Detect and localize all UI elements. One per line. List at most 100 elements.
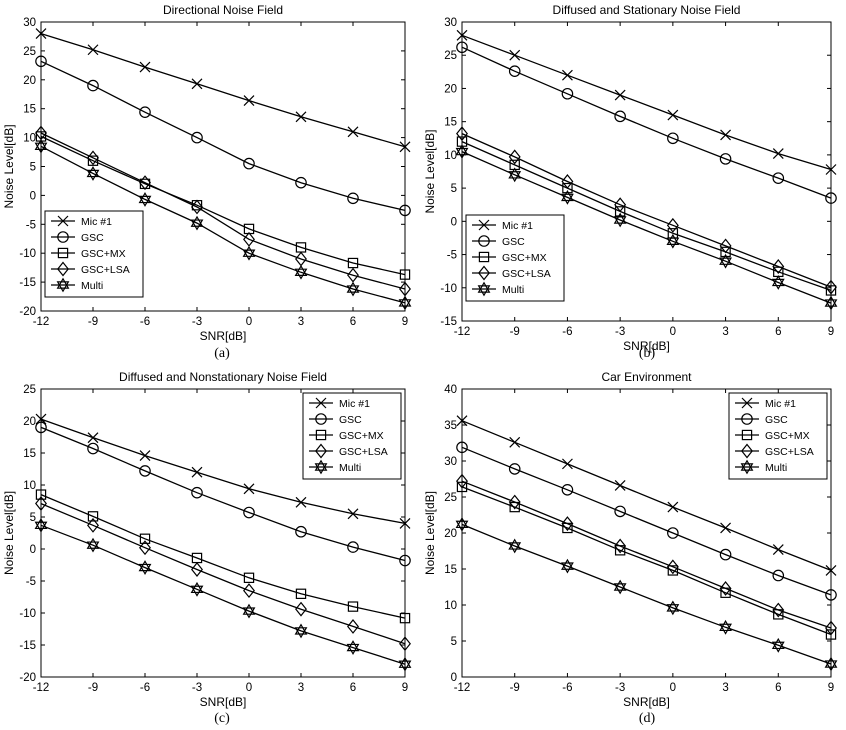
y-tick-label: 40 <box>444 384 457 396</box>
data-point-circle <box>139 465 151 477</box>
y-tick-label: 15 <box>23 104 36 116</box>
y-tick-label: 20 <box>444 83 457 95</box>
data-point-square <box>243 572 255 584</box>
data-point-diamond <box>772 602 785 618</box>
y-tick-label: -20 <box>19 672 36 684</box>
data-point-hexagram <box>613 212 627 228</box>
data-point-x <box>562 458 573 470</box>
series-line <box>40 503 406 645</box>
x-tick-label: 9 <box>402 316 408 328</box>
x-tick-label: -3 <box>192 316 202 328</box>
data-point-circle <box>456 41 468 54</box>
data-point-hexagram <box>508 538 522 554</box>
legend-entry-label: GSC+LSA <box>81 264 130 276</box>
data-point-hexagram <box>242 245 256 261</box>
series-line <box>461 420 832 572</box>
series-line <box>40 60 406 212</box>
data-point-x <box>667 109 679 121</box>
legend: Mic #1 GSC GSC+MX GSC+LSA Multi <box>728 392 828 480</box>
legend-marker-hexagram <box>56 277 70 293</box>
data-point-x <box>347 126 359 138</box>
data-point-square <box>825 285 837 296</box>
x-tick-label: 0 <box>246 316 252 328</box>
series-line <box>461 34 832 171</box>
data-point-square <box>35 489 47 500</box>
x-tick-label: 3 <box>722 326 728 338</box>
data-point-circle <box>243 157 255 170</box>
data-point-circle <box>87 79 99 92</box>
x-tick-label: -9 <box>88 316 98 328</box>
data-point-x <box>399 141 411 153</box>
data-point-hexagram <box>86 166 100 181</box>
legend-entry-label: GSC+MX <box>765 430 810 442</box>
data-point-circle <box>139 106 151 118</box>
data-point-circle <box>456 441 468 454</box>
data-point-square <box>399 612 411 624</box>
data-point-x <box>720 522 731 534</box>
legend-marker-square <box>741 429 753 441</box>
data-point-x <box>614 480 626 491</box>
legend-entry-label: Multi <box>339 462 361 474</box>
data-point-diamond <box>87 517 99 533</box>
x-tick-label: -6 <box>140 682 150 694</box>
x-tick-label: 9 <box>828 326 834 338</box>
series-line <box>40 426 406 562</box>
data-point-hexagram <box>294 264 308 280</box>
chart-title: Diffused and Nonstationary Noise Field <box>119 370 327 384</box>
data-point-circle <box>508 65 521 77</box>
data-point-diamond <box>295 601 307 617</box>
y-tick-label: 20 <box>444 528 457 540</box>
x-tick-label: -3 <box>192 682 202 694</box>
legend-marker-x <box>57 215 69 227</box>
legend-box <box>302 392 402 480</box>
series-diamond <box>456 126 837 295</box>
series-line <box>461 523 832 665</box>
series-line <box>461 141 832 292</box>
legend-entry-label: GSC <box>502 236 525 248</box>
data-point-x <box>825 164 837 175</box>
y-tick-label: 5 <box>30 162 36 174</box>
data-point-circle <box>295 525 307 538</box>
y-tick-label: 0 <box>30 544 36 556</box>
x-tick-label: -3 <box>615 326 625 338</box>
data-point-x <box>191 78 203 90</box>
data-point-diamond <box>561 174 574 189</box>
legend-marker-square <box>478 251 490 263</box>
x-tick-label: -12 <box>454 326 471 338</box>
data-point-square <box>667 565 679 576</box>
chart-panel-1: -12 -9 -6 -3 0 3 6 9 -15 -10 -5 0 5 10 15 20 25 30 Diffuse… <box>423 3 838 361</box>
data-point-diamond <box>347 618 359 634</box>
x-tick-label: 9 <box>402 682 408 694</box>
data-point-hexagram <box>34 517 48 533</box>
data-point-diamond <box>666 559 679 575</box>
legend-marker-hexagram <box>477 281 491 297</box>
y-axis-label: Noise Level[dB] <box>2 491 16 575</box>
data-point-x <box>509 436 521 448</box>
data-point-hexagram <box>666 600 680 616</box>
series-line <box>461 133 832 288</box>
data-point-hexagram <box>508 167 522 183</box>
data-point-hexagram <box>138 560 152 575</box>
legend-entry-label: Mic #1 <box>339 398 370 410</box>
data-point-diamond <box>87 150 99 166</box>
data-point-square <box>347 601 359 612</box>
data-point-x <box>243 95 255 107</box>
series-x <box>35 28 411 153</box>
x-tick-label: -9 <box>88 682 98 694</box>
data-point-x <box>772 544 784 555</box>
data-point-hexagram <box>398 295 412 311</box>
x-tick-label: 6 <box>775 682 781 694</box>
data-point-hexagram <box>666 233 680 249</box>
y-tick-label: 25 <box>23 46 36 58</box>
data-point-circle <box>508 463 521 475</box>
series-line <box>40 494 406 619</box>
legend-marker-hexagram <box>314 459 328 475</box>
y-tick-label: -5 <box>26 576 36 588</box>
data-point-circle <box>35 55 47 68</box>
series-hexagram <box>34 138 412 311</box>
data-point-hexagram <box>86 537 100 553</box>
data-point-x <box>825 565 837 576</box>
series-line <box>40 524 406 665</box>
data-point-diamond <box>243 583 255 599</box>
data-point-diamond <box>456 126 468 142</box>
